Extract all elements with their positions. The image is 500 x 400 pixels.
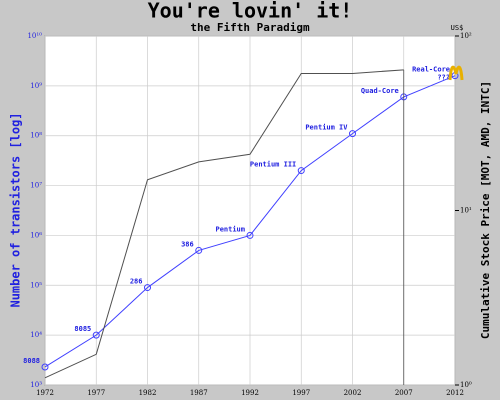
y-tick-label: 10⁷ <box>30 182 42 190</box>
y-tick-label: 10⁹ <box>30 82 42 90</box>
y2-tick-label: 10² <box>460 32 472 40</box>
y-tick-label: 10⁴ <box>30 331 42 339</box>
data-point <box>349 130 356 138</box>
point-label: 286 <box>130 278 143 286</box>
x-tick-label: 1997 <box>292 389 310 397</box>
data-point <box>92 331 100 339</box>
point-label: 8088 <box>23 357 40 365</box>
series-line <box>44 69 404 379</box>
point-label: Pentium IV <box>305 124 348 132</box>
y-tick-label: 10⁶ <box>30 231 42 239</box>
x-tick-label: 1987 <box>190 389 208 397</box>
annotation: ??? <box>437 74 450 82</box>
data-point <box>246 231 254 239</box>
x-tick-label: 1992 <box>241 389 259 397</box>
y2-unit: US$ <box>451 24 464 32</box>
x-tick-label: 2002 <box>344 389 362 397</box>
point-label: Real-Core <box>412 66 450 74</box>
mcdonalds-logo <box>448 65 464 81</box>
data-point <box>144 284 151 292</box>
point-label: Pentium III <box>250 161 296 169</box>
y-tick-label: 10⁵ <box>30 281 42 289</box>
y-tick-label: 10³ <box>30 381 42 389</box>
y2-tick-label: 10⁰ <box>460 381 472 389</box>
x-tick-label: 2007 <box>395 389 413 397</box>
chart-subtitle: the Fifth Paradigm <box>190 21 310 34</box>
y-axis-label: Number of transistors [log] <box>9 112 23 307</box>
series-line <box>44 75 456 368</box>
y-tick-label: 10⁸ <box>30 132 42 140</box>
point-label: Pentium <box>215 225 245 233</box>
data-point <box>297 167 305 175</box>
x-tick-label: 1982 <box>139 389 157 397</box>
point-label: 386 <box>181 240 194 248</box>
logo-arches <box>448 65 464 81</box>
data-point <box>41 363 49 371</box>
x-tick-label: 1972 <box>36 389 54 397</box>
y-tick-label: 10¹⁰ <box>27 32 42 40</box>
y2-axis-label: Cumulative Stock Price [MOT, AMD, INTC] <box>479 81 492 339</box>
chart-title: You're lovin' it! <box>148 0 353 23</box>
data-point <box>195 246 203 254</box>
x-tick-label: 2012 <box>446 389 464 397</box>
point-label: Quad-Core <box>361 87 399 95</box>
x-tick-label: 1977 <box>87 389 105 397</box>
y2-tick-label: 10¹ <box>460 207 472 215</box>
point-label: 8085 <box>74 325 91 333</box>
